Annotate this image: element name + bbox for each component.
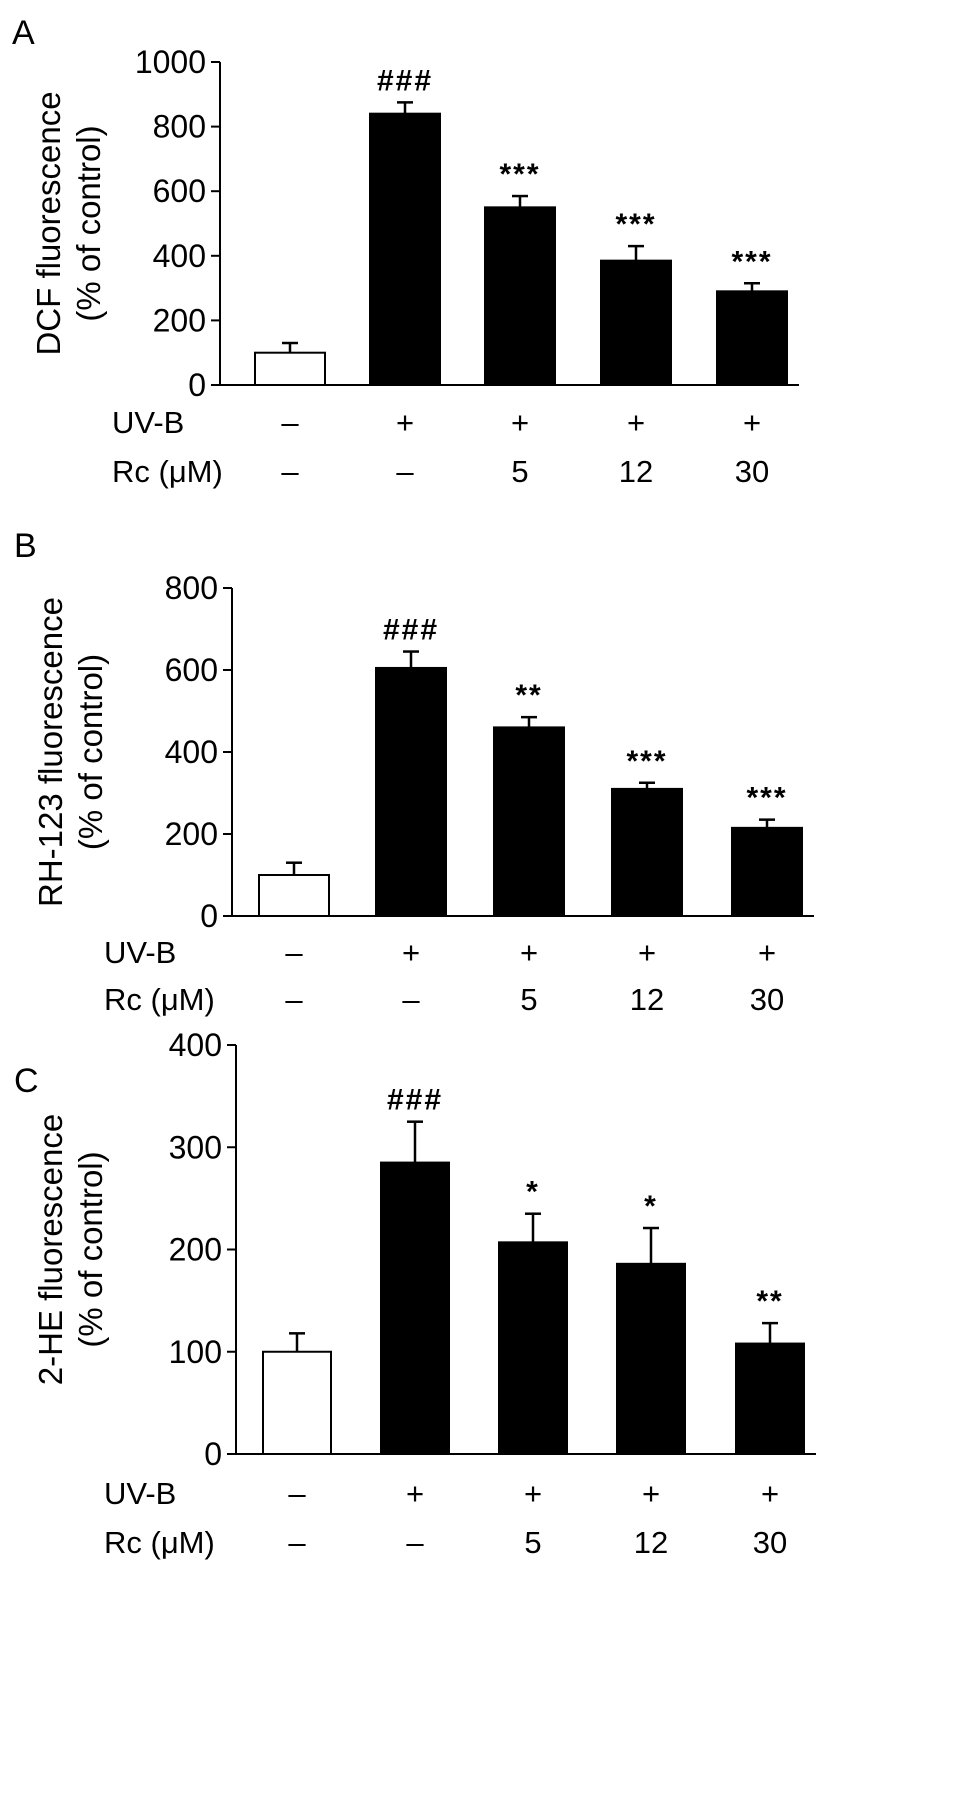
bar-b <box>731 826 803 918</box>
panel-b: B RH-123 fluorescence (% of control) 0 200 40… <box>0 527 969 1200</box>
panel-letter-c: C <box>14 1062 39 1100</box>
condition-cell-a: 30 <box>735 454 769 489</box>
bar-c <box>262 1350 332 1455</box>
significance-marker-a: *** <box>615 208 656 241</box>
significance-marker-b: *** <box>746 782 787 815</box>
condition-cell-a: + <box>627 405 645 440</box>
significance-marker-c: * <box>526 1176 540 1209</box>
bar-a <box>484 206 556 386</box>
bar-c <box>498 1241 568 1455</box>
bar-c <box>380 1161 450 1456</box>
condition-row-label-c: UV-B <box>104 1476 176 1511</box>
condition-cell-b: – <box>402 982 420 1017</box>
bar-b <box>258 874 330 917</box>
y-axis-title-line2-a: (% of control) <box>70 125 107 321</box>
condition-row-label-a: UV-B <box>112 405 184 440</box>
y-tick-label-c: 100 <box>169 1334 222 1370</box>
y-tick-label-b: 600 <box>165 652 218 688</box>
condition-cell-b: + <box>758 935 776 970</box>
condition-cell-a: – <box>281 454 299 489</box>
bar-a <box>716 290 788 386</box>
y-tick-label-b: 800 <box>165 570 218 606</box>
bar-c <box>616 1262 686 1455</box>
y-tick-label-a: 0 <box>188 367 206 403</box>
condition-cell-c: – <box>288 1525 306 1560</box>
condition-cell-a: 12 <box>619 454 653 489</box>
condition-cell-a: – <box>396 454 414 489</box>
condition-cell-c: + <box>761 1476 779 1511</box>
condition-cell-b: 5 <box>520 982 537 1017</box>
condition-cell-c: 5 <box>524 1525 541 1560</box>
condition-row-label-b: UV-B <box>104 935 176 970</box>
condition-row-label-c: Rc (μM) <box>104 1525 215 1560</box>
y-axis-title-line2-c: (% of control) <box>72 1151 109 1347</box>
bar-b <box>493 726 565 918</box>
y-axis-title-line1-a: DCF fluorescence <box>30 91 67 355</box>
significance-marker-b: ** <box>515 679 542 712</box>
condition-cell-c: + <box>642 1476 660 1511</box>
significance-marker-c: * <box>644 1190 658 1223</box>
bar-a <box>254 351 326 387</box>
condition-cell-b: 30 <box>750 982 784 1017</box>
significance-marker-c: ### <box>387 1084 443 1117</box>
condition-cell-a: – <box>281 405 299 440</box>
y-tick-label-a: 800 <box>153 109 206 145</box>
condition-cell-a: + <box>511 405 529 440</box>
y-tick-label-a: 1000 <box>135 44 206 80</box>
bar-a <box>600 259 672 386</box>
y-tick-label-a: 600 <box>153 173 206 209</box>
panel-letter-b: B <box>14 527 37 565</box>
y-tick-label-c: 200 <box>169 1232 222 1268</box>
y-axis-title-line1-b: RH-123 fluorescence <box>32 597 69 907</box>
bar-a <box>369 112 441 387</box>
condition-row-label-a: Rc (μM) <box>112 454 223 489</box>
condition-cell-c: + <box>524 1476 542 1511</box>
condition-cell-b: + <box>402 935 420 970</box>
y-tick-label-a: 400 <box>153 238 206 274</box>
bar-c <box>735 1342 805 1456</box>
y-axis-title-line1-c: 2-HE fluorescence <box>32 1114 69 1385</box>
condition-cell-b: – <box>285 935 303 970</box>
y-axis-title-b: RH-123 fluorescence (% of control) <box>32 597 109 907</box>
condition-cell-c: – <box>406 1525 424 1560</box>
panel-letter-a: A <box>12 14 35 52</box>
chart-c: C 2-HE fluorescence (% of control) 0 100 200 3… <box>14 1027 816 1560</box>
panel-c: C 2-HE fluorescence (% of control) 0 100 200 3… <box>0 1027 969 1798</box>
y-tick-label-c: 0 <box>204 1436 222 1472</box>
significance-marker-a: ### <box>377 64 433 97</box>
condition-cell-c: + <box>406 1476 424 1511</box>
bar-b <box>375 666 447 917</box>
chart-b: B RH-123 fluorescence (% of control) 0 200 40… <box>14 527 814 1017</box>
condition-cell-b: + <box>520 935 538 970</box>
condition-cell-c: 12 <box>634 1525 668 1560</box>
condition-cell-a: + <box>396 405 414 440</box>
condition-cell-c: 30 <box>753 1525 787 1560</box>
y-axis-title-c: 2-HE fluorescence (% of control) <box>32 1114 109 1385</box>
significance-marker-a: *** <box>731 245 772 278</box>
significance-marker-b: ### <box>383 614 439 647</box>
significance-marker-c: ** <box>756 1285 783 1318</box>
condition-cell-b: + <box>638 935 656 970</box>
bar-b <box>611 787 683 917</box>
y-tick-label-c: 300 <box>169 1129 222 1165</box>
significance-marker-a: *** <box>499 158 540 191</box>
y-tick-label-b: 0 <box>200 898 218 934</box>
significance-marker-b: *** <box>626 745 667 778</box>
condition-cell-b: 12 <box>630 982 664 1017</box>
y-tick-label-b: 400 <box>165 734 218 770</box>
condition-cell-a: 5 <box>511 454 528 489</box>
y-tick-label-a: 200 <box>153 302 206 338</box>
y-tick-label-c: 400 <box>169 1027 222 1063</box>
condition-cell-b: – <box>285 982 303 1017</box>
chart-a: A DCF fluorescence (% of control) 0 200 400 60… <box>12 14 799 489</box>
y-axis-title-line2-b: (% of control) <box>72 654 109 850</box>
condition-row-label-b: Rc (μM) <box>104 982 215 1017</box>
y-axis-title-a: DCF fluorescence (% of control) <box>30 91 107 355</box>
condition-cell-a: + <box>743 405 761 440</box>
panel-a: A DCF fluorescence (% of control) 0 200 400 60… <box>0 0 969 600</box>
condition-cell-c: – <box>288 1476 306 1511</box>
y-tick-label-b: 200 <box>165 816 218 852</box>
